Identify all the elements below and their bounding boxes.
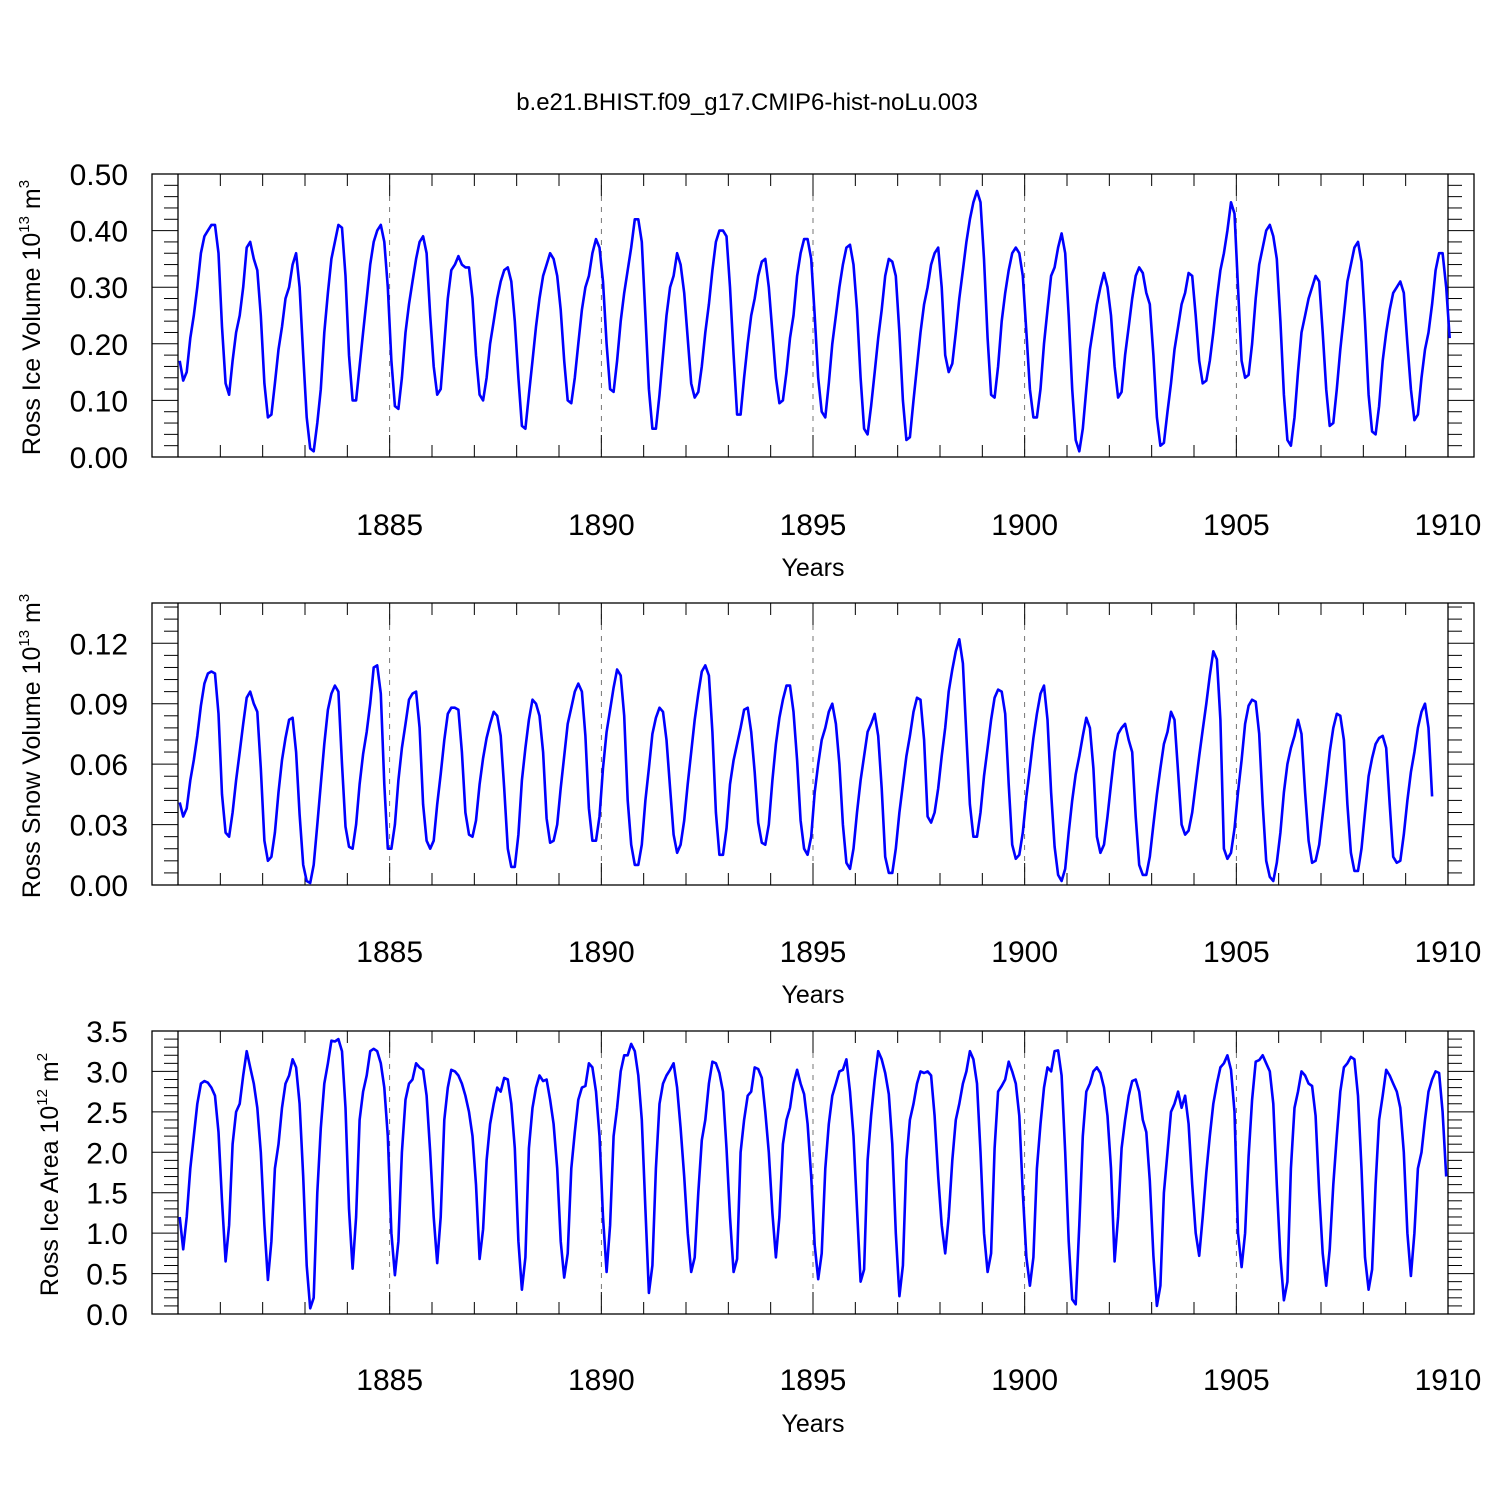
panel-ross-snow-volume: 1885 1890 1895 1900 1905 1910 0.00 0.03 0.06 0.09… (16, 594, 1481, 1009)
x-tick-label: 1890 (568, 1364, 635, 1397)
y-tick-label: 2.5 (86, 1097, 128, 1130)
x-tick-label: 1905 (1203, 936, 1270, 969)
x-tick-label: 1900 (991, 936, 1058, 969)
series-line (178, 189, 1451, 453)
y-tick-label: 0.0 (86, 1299, 128, 1332)
x-tick-label: 1900 (991, 1364, 1058, 1397)
x-tick-label: 1900 (991, 509, 1058, 542)
y-tick-label: 0.03 (70, 810, 128, 843)
y-tick-label: 0.00 (70, 442, 128, 475)
y-tick-label: 2.0 (86, 1137, 128, 1170)
x-tick-label: 1905 (1203, 509, 1270, 542)
x-tick-label: 1890 (568, 509, 635, 542)
figure-title: b.e21.BHIST.f09_g17.CMIP6-hist-noLu.003 (516, 89, 978, 116)
y-tick-label: 0.10 (70, 385, 128, 418)
y-tick-label: 0.12 (70, 628, 128, 661)
x-tick-label: 1885 (356, 936, 423, 969)
y-tick-label: 0.06 (70, 749, 128, 782)
y-tick-label: 0.09 (70, 689, 128, 722)
x-tick-label: 1905 (1203, 1364, 1270, 1397)
y-axis-title: Ross Ice Volume 1013 m3 (16, 180, 46, 455)
x-tick-label: 1910 (1415, 1364, 1482, 1397)
y-tick-label: 3.0 (86, 1056, 128, 1089)
y-tick-label: 3.5 (86, 1016, 128, 1049)
panel-ross-ice-volume: 1885 1890 1895 1900 1905 1910 0.00 0.10 0.20 0.30… (16, 159, 1481, 582)
x-tick-label: 1910 (1415, 936, 1482, 969)
x-tick-label: 1885 (356, 1364, 423, 1397)
y-tick-label: 0.30 (70, 272, 128, 305)
series-line (178, 638, 1434, 885)
x-tick-label: 1890 (568, 936, 635, 969)
series-line (178, 1037, 1448, 1310)
y-tick-label: 0.5 (86, 1259, 128, 1292)
y-tick-label: 0.00 (70, 870, 128, 903)
plot-frame (151, 602, 1475, 886)
panel-ross-ice-area: 1885 1890 1895 1900 1905 1910 0.0 0.5 1.0 1.5 2.0 2… (34, 1016, 1481, 1438)
y-tick-label: 1.0 (86, 1218, 128, 1251)
y-tick-label: 0.40 (70, 216, 128, 249)
x-tick-label: 1895 (780, 1364, 847, 1397)
y-tick-label: 1.5 (86, 1178, 128, 1211)
x-tick-label: 1885 (356, 509, 423, 542)
y-axis-title: Ross Ice Area 1012 m2 (34, 1053, 64, 1296)
y-tick-label: 0.50 (70, 159, 128, 192)
panels: 1885 1890 1895 1900 1905 1910 0.00 0.10 0.20 0.30… (16, 159, 1481, 1438)
x-axis-title: Years (781, 1410, 844, 1438)
plot-frame (151, 173, 1475, 458)
x-tick-label: 1895 (780, 936, 847, 969)
x-tick-label: 1910 (1415, 509, 1482, 542)
y-tick-label: 0.20 (70, 329, 128, 362)
x-axis-title: Years (781, 554, 844, 582)
x-axis-title: Years (781, 981, 844, 1009)
x-tick-label: 1895 (780, 509, 847, 542)
y-axis-title: Ross Snow Volume 1013 m3 (16, 594, 46, 898)
